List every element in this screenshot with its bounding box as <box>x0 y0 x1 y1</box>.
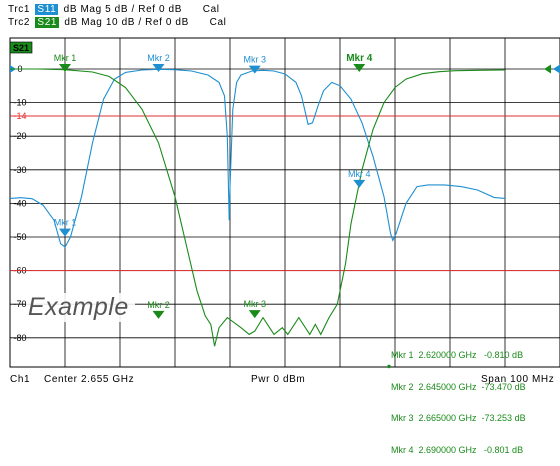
y-tick-label: -80 <box>13 333 26 343</box>
trace1-param-tag[interactable]: S11 <box>35 4 59 15</box>
channel-label[interactable]: Ch1 <box>10 374 31 385</box>
trace2-scale: 10 dB / <box>105 17 142 28</box>
marker-s11: Mkr 3 <box>244 55 267 74</box>
trace1-ref: Ref 0 dB <box>138 4 182 15</box>
power-level[interactable]: Pwr 0 dBm <box>251 374 306 385</box>
y-tick-label: -30 <box>13 165 26 175</box>
s11-trace <box>9 68 506 248</box>
trace2-name[interactable]: Trc2 <box>8 17 31 28</box>
trace1-scale: 5 dB / <box>105 4 135 15</box>
marker-arrow <box>59 228 71 237</box>
marker-table: Mkr 1 2.620000 GHz -0.810 dB Mkr 2 2.645… <box>391 329 526 466</box>
trace2-ref: Ref 0 dB <box>145 17 189 28</box>
marker-arrow <box>59 64 71 72</box>
limit-line-label: -14 <box>13 111 26 121</box>
y-tick-label: -70 <box>13 299 26 309</box>
s21-trace <box>10 68 506 347</box>
span-frequency[interactable]: Span 100 MHz <box>481 374 555 385</box>
marker-arrow <box>353 64 366 72</box>
marker-arrow <box>152 310 165 319</box>
marker-label: Mkr 4 <box>348 169 371 179</box>
marker-label: Mkr 2 <box>147 53 170 63</box>
marker-label: Mkr 2 <box>147 300 170 310</box>
active-marker-bullet <box>387 364 391 369</box>
trace-tag-label: S21 <box>13 43 29 53</box>
marker-s11: Mkr 4 <box>348 169 371 188</box>
marker-arrow <box>353 179 366 188</box>
trace2-cal: Cal <box>209 17 227 28</box>
y-tick-label: -20 <box>13 131 26 141</box>
marker-arrow <box>152 64 165 72</box>
watermark: Example <box>26 293 135 322</box>
trace1-name[interactable]: Trc1 <box>8 4 31 15</box>
ref-level-arrow-right-s21 <box>544 64 551 74</box>
marker-label: Mkr 3 <box>244 55 267 65</box>
trace1-cal: Cal <box>202 4 220 15</box>
marker-s21: Mkr 2 <box>147 300 170 319</box>
trace1-header: Trc1 S11 dB Mag 5 dB / Ref 0 dB Cal <box>8 4 220 15</box>
trace1-format: dB Mag <box>63 4 102 15</box>
marker-arrow <box>248 310 261 319</box>
y-tick-label: -40 <box>13 198 26 208</box>
marker-s21: Mkr 4 <box>346 53 373 72</box>
marker-label: Mkr 1 <box>54 53 77 63</box>
marker-s11: Mkr 2 <box>147 53 170 72</box>
y-tick-label: -10 <box>13 98 26 108</box>
trace-tag-box <box>9 41 33 54</box>
marker-row[interactable]: Mkr 4 2.690000 GHz -0.801 dB <box>391 444 524 455</box>
trace2-format: dB Mag <box>64 17 103 28</box>
center-frequency[interactable]: Center 2.655 GHz <box>44 374 135 385</box>
ref-level-arrow-right <box>553 64 560 74</box>
marker-label: Mkr 1 <box>54 218 77 228</box>
marker-s11: Mkr 1 <box>54 218 77 237</box>
marker-label: Mkr 4 <box>346 53 373 64</box>
trace2-header: Trc2 S21 dB Mag 10 dB / Ref 0 dB Cal <box>8 17 226 28</box>
trace-tag: S21 <box>9 41 33 54</box>
marker-row[interactable]: Mkr 1 2.620000 GHz -0.810 dB <box>391 350 524 360</box>
marker-s21: Mkr 3 <box>244 299 267 319</box>
marker-s21: Mkr 1 <box>54 53 77 72</box>
marker-row[interactable]: Mkr 3 2.665000 GHz -73.253 dB <box>391 413 526 423</box>
marker-arrow <box>248 65 261 74</box>
marker-label: Mkr 3 <box>244 299 267 309</box>
y-tick-label: -50 <box>13 232 26 242</box>
trace2-param-tag[interactable]: S21 <box>35 17 60 28</box>
